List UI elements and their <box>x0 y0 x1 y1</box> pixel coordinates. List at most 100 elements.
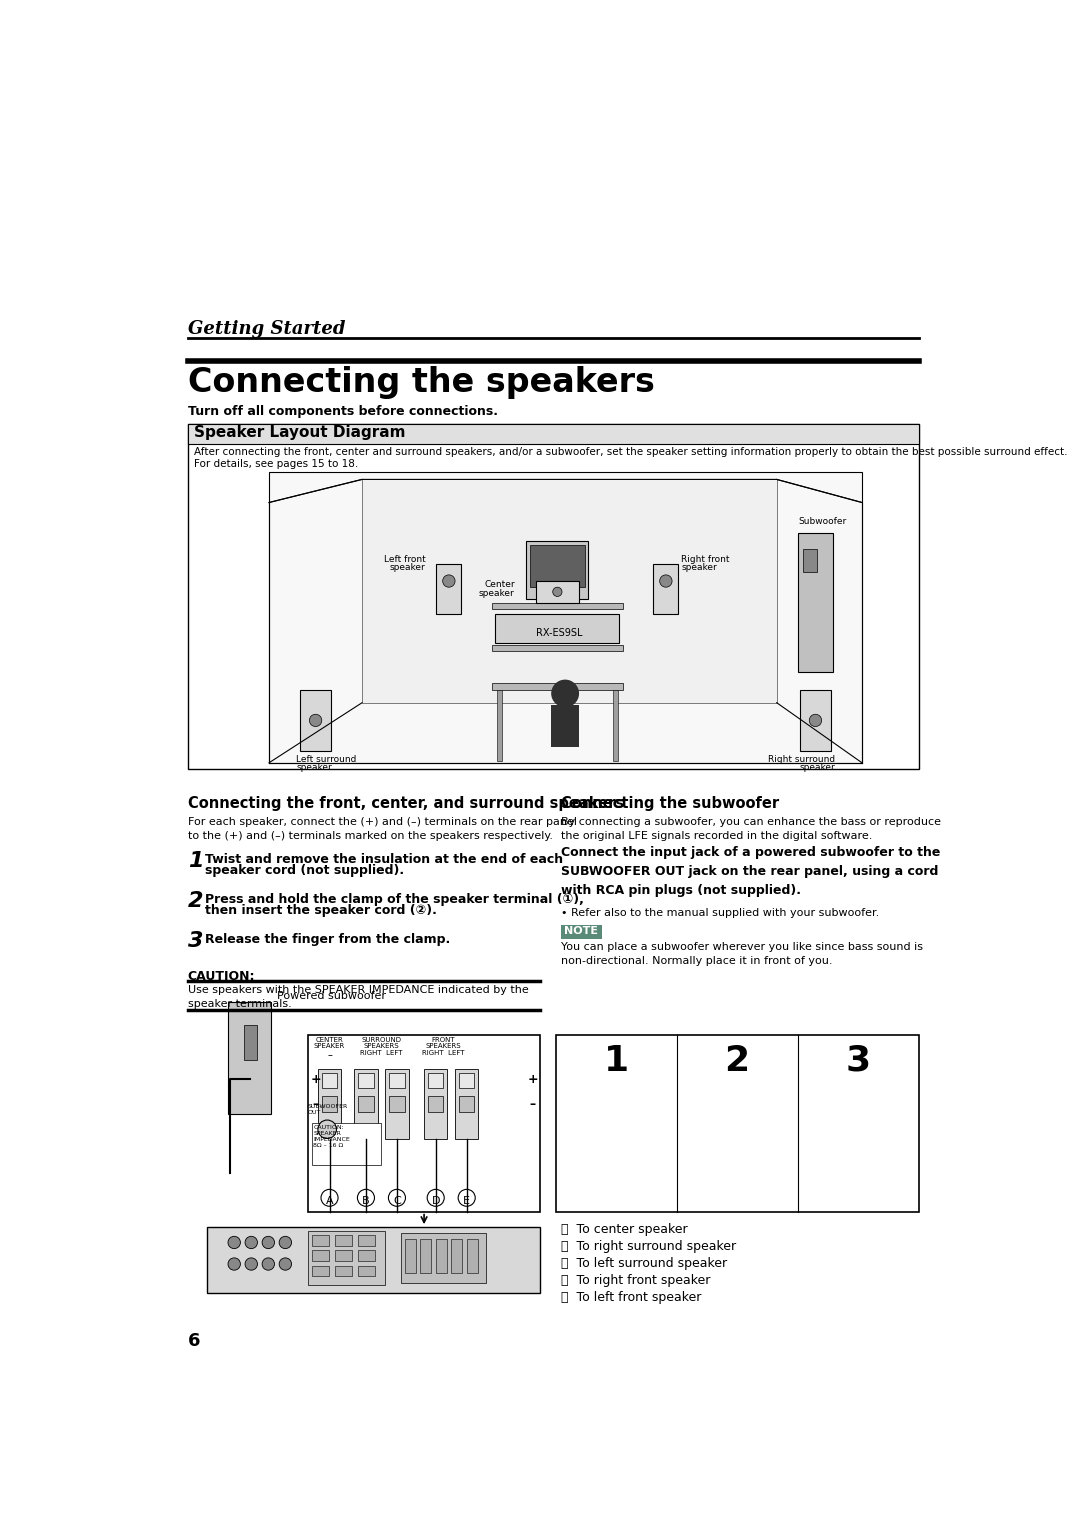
Text: • Refer also to the manual supplied with your subwoofer.: • Refer also to the manual supplied with… <box>562 908 879 917</box>
Bar <box>401 1234 486 1283</box>
Bar <box>312 1236 328 1246</box>
Circle shape <box>318 1121 337 1139</box>
Bar <box>455 1069 478 1139</box>
Text: C: C <box>393 1196 401 1205</box>
Circle shape <box>309 715 322 727</box>
Bar <box>491 645 623 651</box>
Bar <box>530 545 584 588</box>
Circle shape <box>443 574 455 588</box>
Bar <box>424 1069 447 1139</box>
Bar <box>359 1266 375 1277</box>
Bar <box>362 479 777 703</box>
Text: then insert the speaker cord (②).: then insert the speaker cord (②). <box>205 905 436 917</box>
Bar <box>545 599 569 605</box>
Circle shape <box>458 1190 475 1206</box>
Bar <box>318 1069 341 1139</box>
Bar <box>428 1073 444 1089</box>
Bar <box>312 1266 328 1277</box>
Bar <box>188 424 919 769</box>
Text: Press and hold the clamp of the speaker terminal (①),: Press and hold the clamp of the speaker … <box>205 893 583 906</box>
Bar <box>497 689 501 761</box>
Bar <box>800 689 831 752</box>
Text: Right surround: Right surround <box>768 755 835 764</box>
Text: You can place a subwoofer wherever you like since bass sound is
non-directional.: You can place a subwoofer wherever you l… <box>562 942 923 966</box>
Bar <box>435 1239 446 1274</box>
Text: Ⓑ  To right surround speaker: Ⓑ To right surround speaker <box>562 1240 737 1254</box>
Text: E: E <box>463 1196 470 1205</box>
Text: Turn off all components before connections.: Turn off all components before connectio… <box>188 404 498 418</box>
Circle shape <box>553 588 562 597</box>
Bar <box>451 1239 462 1274</box>
Bar <box>243 1026 257 1059</box>
Text: CAUTION:
SPEAKER
IMPEDANCE
8Ω – 16 Ω: CAUTION: SPEAKER IMPEDANCE 8Ω – 16 Ω <box>313 1125 350 1148</box>
Text: Use speakers with the SPEAKER IMPEDANCE indicated by the
speaker terminals.: Use speakers with the SPEAKER IMPEDANCE … <box>188 986 528 1009</box>
Text: 1: 1 <box>188 851 203 871</box>
Bar <box>322 1096 337 1112</box>
Text: Connecting the subwoofer: Connecting the subwoofer <box>562 796 780 811</box>
Text: speaker: speaker <box>296 762 332 772</box>
Text: speaker: speaker <box>390 562 426 571</box>
Text: 3: 3 <box>188 931 203 951</box>
Bar <box>491 683 623 689</box>
Text: For each speaker, connect the (+) and (–) terminals on the rear panel
to the (+): For each speaker, connect the (+) and (–… <box>188 818 577 842</box>
Text: Twist and remove the insulation at the end of each: Twist and remove the insulation at the e… <box>205 853 563 867</box>
Bar <box>551 704 579 747</box>
Text: SUBWOOFER
OUT: SUBWOOFER OUT <box>308 1104 348 1115</box>
Text: By connecting a subwoofer, you can enhance the bass or reproduce
the original LF: By connecting a subwoofer, you can enhan… <box>562 818 942 842</box>
Circle shape <box>262 1258 274 1271</box>
Text: CENTER
SPEAKER: CENTER SPEAKER <box>314 1036 346 1049</box>
Circle shape <box>551 680 579 707</box>
Text: speaker: speaker <box>799 762 835 772</box>
Bar <box>359 1236 375 1246</box>
Bar <box>467 1239 477 1274</box>
Text: Ⓒ  To left surround speaker: Ⓒ To left surround speaker <box>562 1257 727 1271</box>
Circle shape <box>279 1237 292 1249</box>
Circle shape <box>279 1258 292 1271</box>
Circle shape <box>389 1190 405 1206</box>
Bar <box>335 1236 352 1246</box>
Bar <box>562 925 602 939</box>
Text: Connecting the front, center, and surround speakers: Connecting the front, center, and surrou… <box>188 796 624 811</box>
Text: 2: 2 <box>188 891 203 911</box>
Text: Powered subwoofer: Powered subwoofer <box>276 991 386 1001</box>
Text: –: – <box>312 1098 319 1112</box>
Bar <box>459 1073 474 1089</box>
Text: Left surround: Left surround <box>296 755 356 764</box>
Bar <box>359 1251 375 1262</box>
Bar <box>359 1096 374 1112</box>
Text: +: + <box>527 1073 538 1085</box>
Bar <box>312 1124 381 1165</box>
Text: speaker: speaker <box>480 589 515 597</box>
Text: speaker cord (not supplied).: speaker cord (not supplied). <box>205 865 404 877</box>
Bar <box>335 1251 352 1262</box>
Text: Connecting the speakers: Connecting the speakers <box>188 366 654 398</box>
Text: 1: 1 <box>604 1044 629 1078</box>
Bar <box>537 582 579 603</box>
Circle shape <box>321 1190 338 1206</box>
Text: SURROUND
SPEAKERS: SURROUND SPEAKERS <box>362 1036 402 1049</box>
Bar <box>322 1073 337 1089</box>
Text: A: A <box>326 1196 334 1205</box>
Bar <box>496 614 619 643</box>
Circle shape <box>809 715 822 727</box>
Bar <box>428 1096 444 1112</box>
Text: Connect the input jack of a powered subwoofer to the
SUBWOOFER OUT jack on the r: Connect the input jack of a powered subw… <box>562 847 941 897</box>
Bar <box>420 1239 431 1274</box>
Bar <box>804 548 816 571</box>
Text: Getting Started: Getting Started <box>188 320 346 338</box>
Bar <box>459 1096 474 1112</box>
Text: RX-ES9SL: RX-ES9SL <box>536 628 582 638</box>
Bar <box>436 563 461 614</box>
Bar <box>354 1069 378 1139</box>
Bar <box>798 533 833 672</box>
Circle shape <box>228 1237 241 1249</box>
Circle shape <box>660 574 672 588</box>
Bar <box>300 689 332 752</box>
Bar <box>653 563 678 614</box>
Circle shape <box>428 1190 444 1206</box>
Bar <box>556 1035 919 1211</box>
Circle shape <box>245 1258 257 1271</box>
Text: CAUTION:: CAUTION: <box>188 971 255 983</box>
Text: FRONT
SPEAKERS: FRONT SPEAKERS <box>426 1036 461 1049</box>
Circle shape <box>245 1237 257 1249</box>
